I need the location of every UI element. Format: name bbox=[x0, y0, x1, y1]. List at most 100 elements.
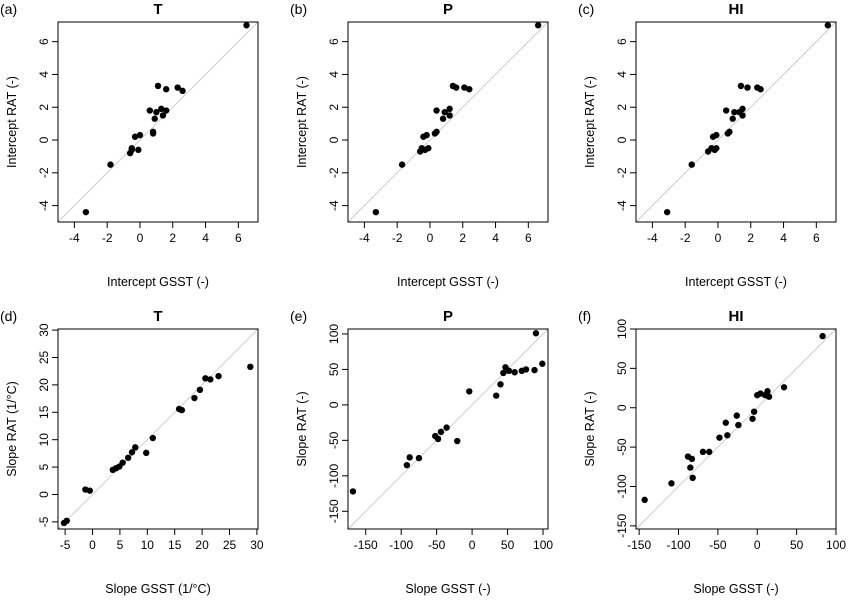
x-tick-label: -4 bbox=[359, 231, 370, 245]
x-tick-label: 25 bbox=[223, 538, 237, 552]
panel-title: T bbox=[153, 1, 162, 18]
x-tick-label: 2 bbox=[459, 231, 466, 245]
y-tick-label: 4 bbox=[615, 71, 629, 78]
data-point bbox=[128, 449, 136, 456]
y-tick-label: 6 bbox=[615, 38, 629, 45]
x-tick-label: 4 bbox=[492, 231, 499, 245]
data-point bbox=[819, 332, 826, 340]
y-tick-label: 0 bbox=[615, 404, 629, 411]
x-tick-label: -5 bbox=[60, 538, 71, 552]
x-axis-label: Slope GSST (-) bbox=[405, 582, 490, 596]
x-tick-label: 6 bbox=[525, 231, 532, 245]
data-point bbox=[699, 448, 707, 456]
y-tick-label: 100 bbox=[327, 324, 341, 344]
y-tick-label: 4 bbox=[327, 71, 341, 78]
y-tick-label: 0 bbox=[37, 136, 51, 143]
data-point bbox=[780, 384, 788, 391]
reference-line bbox=[635, 21, 837, 223]
y-tick-label: -4 bbox=[615, 200, 629, 211]
data-point bbox=[522, 366, 530, 373]
x-tick-label: 50 bbox=[790, 538, 804, 552]
data-point bbox=[174, 84, 181, 91]
data-point bbox=[749, 415, 756, 422]
x-tick-label: 0 bbox=[715, 231, 722, 245]
data-point bbox=[765, 393, 773, 400]
x-tick-label: -50 bbox=[709, 538, 727, 552]
y-tick-label: 0 bbox=[615, 136, 629, 143]
data-point bbox=[641, 496, 648, 504]
y-axis-label: Intercept RAT (-) bbox=[5, 76, 19, 168]
panel-f: (f) HI -150 -100 -50 0 50 100 -150 -100 -50 0 50 100 S… bbox=[578, 308, 846, 596]
data-point bbox=[735, 421, 742, 429]
y-axis-label: Slope RAT (-) bbox=[583, 391, 597, 466]
data-point bbox=[443, 424, 450, 431]
data-point bbox=[461, 84, 468, 91]
data-point bbox=[539, 360, 546, 367]
panel-label: (a) bbox=[0, 1, 17, 17]
data-point bbox=[243, 22, 250, 29]
data-point bbox=[739, 105, 746, 113]
x-tick-label: 4 bbox=[202, 231, 209, 245]
y-tick-label: 2 bbox=[327, 104, 341, 111]
x-axis-label: Intercept GSST (-) bbox=[107, 275, 209, 289]
data-point bbox=[534, 22, 542, 29]
data-point bbox=[207, 376, 214, 383]
data-point bbox=[733, 412, 740, 419]
y-tick-label: -4 bbox=[327, 200, 341, 211]
y-tick-label: -5 bbox=[37, 516, 51, 527]
x-tick-label: 2 bbox=[169, 231, 176, 245]
data-point bbox=[739, 112, 746, 119]
plot-frame bbox=[57, 21, 259, 223]
panel-label: (c) bbox=[578, 1, 594, 17]
data-point bbox=[135, 146, 142, 154]
data-point bbox=[446, 105, 453, 113]
data-point bbox=[688, 455, 696, 463]
x-tick-label: 100 bbox=[826, 538, 846, 552]
data-point bbox=[729, 115, 736, 122]
plot-frame bbox=[347, 328, 549, 530]
y-tick-label: 50 bbox=[615, 361, 629, 375]
y-tick-label: -150 bbox=[327, 499, 341, 523]
y-tick-label: 30 bbox=[37, 323, 51, 337]
data-point bbox=[466, 388, 473, 395]
data-point bbox=[439, 115, 447, 122]
x-tick-label: 0 bbox=[427, 231, 434, 245]
x-tick-label: 6 bbox=[813, 231, 820, 245]
y-tick-label: 5 bbox=[37, 463, 51, 470]
y-tick-label: 10 bbox=[37, 433, 51, 447]
x-axis-label: Intercept GSST (-) bbox=[397, 275, 499, 289]
data-point bbox=[158, 105, 165, 113]
y-tick-label: -2 bbox=[327, 167, 341, 178]
data-point bbox=[425, 145, 432, 152]
data-point bbox=[706, 448, 713, 456]
data-point bbox=[82, 208, 90, 216]
plot-frame bbox=[347, 21, 549, 223]
data-point bbox=[824, 22, 832, 29]
data-point bbox=[119, 459, 126, 466]
data-point bbox=[202, 375, 209, 382]
data-point bbox=[722, 419, 729, 426]
data-point bbox=[215, 372, 222, 380]
data-point bbox=[713, 145, 720, 152]
panel-title: HI bbox=[729, 1, 744, 18]
data-point bbox=[505, 367, 513, 375]
y-axis-label: Intercept RAT (-) bbox=[583, 76, 597, 168]
data-point bbox=[434, 435, 442, 443]
x-axis-label: Intercept GSST (-) bbox=[685, 275, 787, 289]
y-tick-label: -4 bbox=[37, 200, 51, 211]
x-tick-label: 0 bbox=[469, 538, 476, 552]
data-point bbox=[750, 408, 758, 415]
data-point bbox=[191, 394, 198, 402]
data-point bbox=[446, 112, 453, 119]
data-point bbox=[159, 112, 167, 119]
data-point bbox=[433, 128, 440, 136]
data-point bbox=[744, 84, 751, 91]
y-tick-label: 2 bbox=[615, 104, 629, 111]
data-point bbox=[737, 82, 745, 90]
data-point bbox=[731, 108, 738, 116]
data-point bbox=[668, 480, 675, 487]
data-point bbox=[497, 381, 504, 388]
data-point bbox=[124, 454, 132, 461]
y-axis-label: Intercept RAT (-) bbox=[295, 76, 309, 168]
